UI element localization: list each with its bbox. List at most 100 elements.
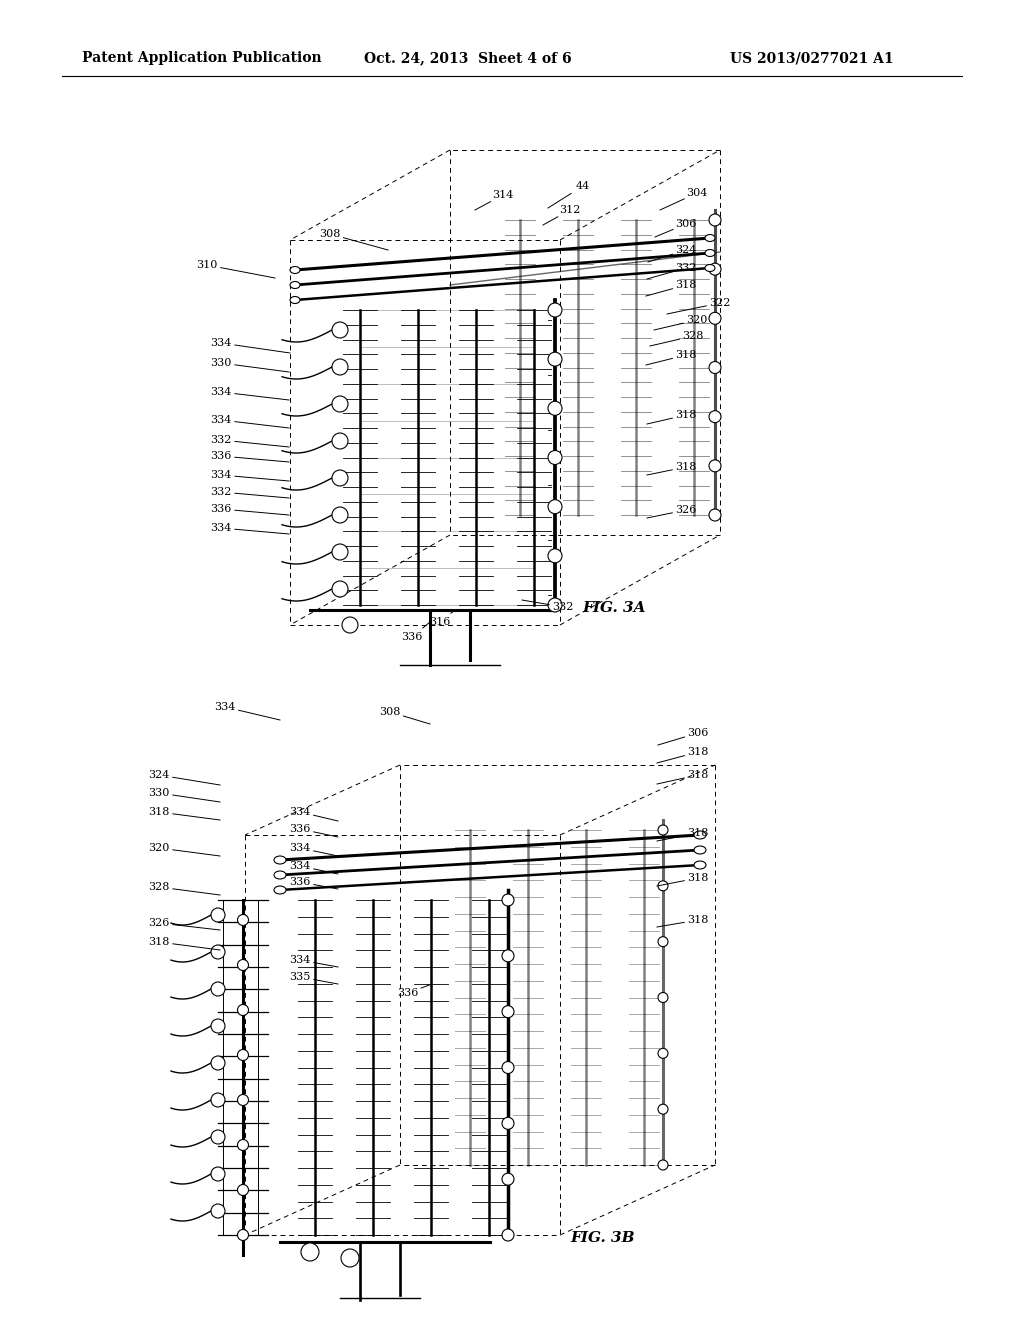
Ellipse shape [274, 871, 286, 879]
Text: 334: 334 [214, 702, 236, 711]
Text: 334: 334 [210, 523, 231, 533]
Text: 332: 332 [210, 436, 231, 445]
Circle shape [658, 880, 668, 891]
Text: 324: 324 [675, 246, 696, 255]
Text: 318: 318 [687, 873, 709, 883]
Text: 334: 334 [290, 843, 310, 853]
Circle shape [548, 304, 562, 317]
Circle shape [502, 950, 514, 962]
Circle shape [332, 544, 348, 560]
Text: 306: 306 [687, 729, 709, 738]
Text: 336: 336 [210, 451, 231, 461]
Text: 332: 332 [210, 487, 231, 498]
Circle shape [211, 1167, 225, 1181]
Circle shape [332, 396, 348, 412]
Circle shape [211, 1093, 225, 1107]
Circle shape [548, 352, 562, 366]
Circle shape [332, 507, 348, 523]
Circle shape [238, 1139, 249, 1151]
Text: 318: 318 [148, 937, 170, 946]
Text: 334: 334 [290, 807, 310, 817]
Circle shape [548, 450, 562, 465]
Text: 336: 336 [290, 876, 310, 887]
Text: 312: 312 [559, 205, 581, 215]
Circle shape [238, 960, 249, 970]
Circle shape [238, 1005, 249, 1015]
Text: 332: 332 [552, 602, 573, 612]
Text: Oct. 24, 2013  Sheet 4 of 6: Oct. 24, 2013 Sheet 4 of 6 [365, 51, 571, 65]
Text: 334: 334 [290, 954, 310, 965]
Text: 318: 318 [687, 747, 709, 756]
Text: 318: 318 [675, 350, 696, 360]
Circle shape [548, 598, 562, 612]
Circle shape [709, 362, 721, 374]
Text: 335: 335 [290, 972, 310, 982]
Text: 332: 332 [675, 263, 696, 273]
Text: 322: 322 [710, 298, 731, 308]
Ellipse shape [705, 249, 715, 256]
Text: 318: 318 [148, 807, 170, 817]
Circle shape [658, 1160, 668, 1170]
Circle shape [709, 313, 721, 325]
Text: 334: 334 [210, 470, 231, 480]
Text: 304: 304 [686, 187, 708, 198]
Text: 320: 320 [686, 315, 708, 325]
Text: 336: 336 [290, 824, 310, 834]
Circle shape [502, 1117, 514, 1130]
Text: 314: 314 [493, 190, 514, 201]
Text: 318: 318 [687, 915, 709, 925]
Circle shape [342, 616, 358, 634]
Text: 334: 334 [210, 387, 231, 397]
Text: 310: 310 [197, 260, 218, 271]
Text: 318: 318 [675, 280, 696, 290]
Ellipse shape [290, 281, 300, 289]
Circle shape [502, 1229, 514, 1241]
Circle shape [211, 945, 225, 960]
Text: US 2013/0277021 A1: US 2013/0277021 A1 [730, 51, 894, 65]
Circle shape [502, 1061, 514, 1073]
Circle shape [709, 459, 721, 471]
Circle shape [211, 982, 225, 997]
Circle shape [332, 433, 348, 449]
Text: 330: 330 [148, 788, 170, 799]
Text: 334: 334 [290, 861, 310, 871]
Ellipse shape [694, 832, 706, 840]
Circle shape [332, 322, 348, 338]
Circle shape [502, 1173, 514, 1185]
Circle shape [709, 214, 721, 226]
Text: 336: 336 [401, 632, 423, 642]
Text: FIG. 3A: FIG. 3A [582, 601, 645, 615]
Text: 318: 318 [675, 462, 696, 473]
Circle shape [709, 411, 721, 422]
Circle shape [341, 1249, 359, 1267]
Text: 308: 308 [319, 228, 341, 239]
Text: 324: 324 [148, 770, 170, 780]
Circle shape [332, 359, 348, 375]
Circle shape [709, 510, 721, 521]
Ellipse shape [290, 267, 300, 273]
Text: 336: 336 [210, 504, 231, 513]
Circle shape [502, 1006, 514, 1018]
Circle shape [238, 1184, 249, 1196]
Text: 306: 306 [675, 219, 696, 228]
Circle shape [211, 1204, 225, 1218]
Circle shape [301, 1243, 319, 1261]
Circle shape [238, 915, 249, 925]
Ellipse shape [705, 264, 715, 272]
Circle shape [211, 1130, 225, 1144]
Text: 316: 316 [429, 616, 451, 627]
Circle shape [332, 470, 348, 486]
Circle shape [332, 581, 348, 597]
Text: 318: 318 [687, 770, 709, 780]
Text: 308: 308 [379, 708, 400, 717]
Text: 328: 328 [682, 331, 703, 341]
Text: 44: 44 [575, 181, 590, 191]
Text: Patent Application Publication: Patent Application Publication [82, 51, 322, 65]
Ellipse shape [705, 235, 715, 242]
Text: 330: 330 [210, 358, 231, 368]
Ellipse shape [274, 886, 286, 894]
Ellipse shape [694, 861, 706, 869]
Ellipse shape [694, 846, 706, 854]
Circle shape [238, 1094, 249, 1106]
Text: FIG. 3B: FIG. 3B [570, 1232, 635, 1245]
